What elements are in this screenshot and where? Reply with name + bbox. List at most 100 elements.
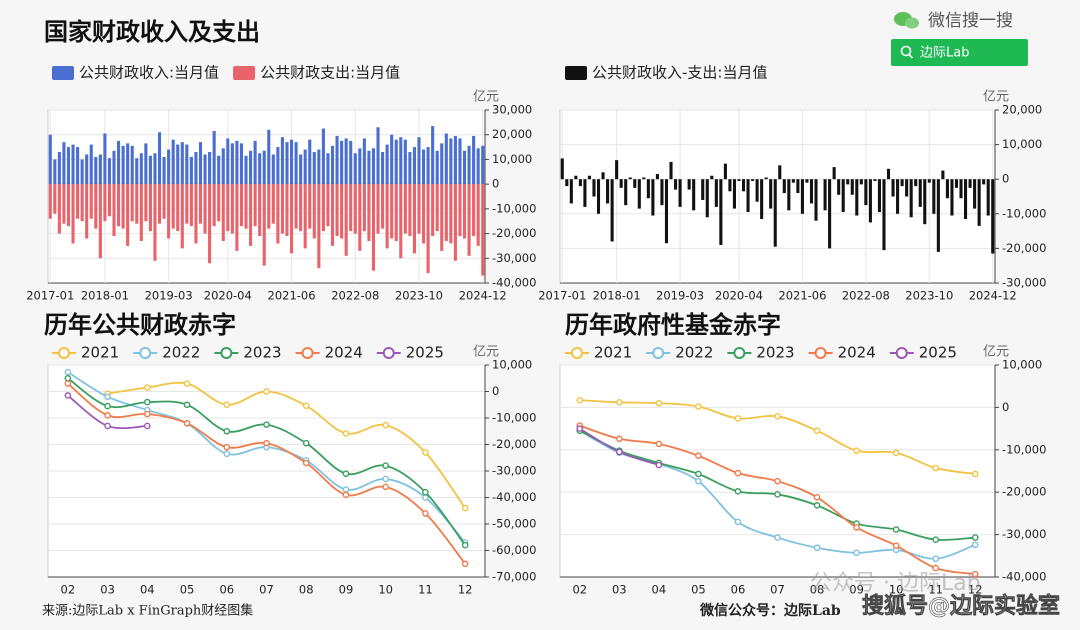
bar [633,179,637,188]
x-tick-label: 10 [378,583,393,597]
bar [837,179,841,195]
point [695,452,702,460]
legend-swatch [733,347,746,359]
search-box[interactable] [891,39,1028,66]
bar [814,179,818,221]
chart-title: 历年政府性基金赤字 [565,311,781,339]
bar [167,184,171,239]
legend-label: 2024 [838,344,876,362]
bar [80,184,84,222]
bar [472,135,476,185]
bar [349,184,353,232]
bar [71,184,75,244]
bar [176,144,180,185]
bar [276,184,280,244]
bar [148,184,152,232]
bar [289,184,294,254]
bar [760,179,764,219]
bar [982,179,986,185]
point [422,494,429,501]
bar [107,158,112,185]
legend-label: 2022 [675,344,713,362]
bar [596,179,601,214]
x-tick-label: 12 [968,583,983,597]
bar [954,179,959,188]
bar [126,143,130,185]
point [813,427,821,435]
bar [285,142,289,185]
bar [674,179,678,190]
bar [426,147,430,185]
legend-swatch [565,66,587,80]
search-icon [908,53,914,59]
bar [198,184,203,224]
point [64,380,72,387]
bar [435,184,439,232]
x-tick-label: 02 [572,583,587,597]
bar [909,179,913,218]
point [263,388,270,395]
x-tick-label: 02 [61,583,76,597]
bar [601,172,605,180]
bar [148,155,152,185]
bar [565,179,569,187]
bar [453,184,457,261]
x-tick-label: 08 [810,583,825,597]
bar [891,179,895,197]
bar [303,149,307,185]
y-tick-label: 10,000 [492,358,532,372]
point [223,450,231,458]
bar [221,184,225,241]
y-tick-label: -20,000 [1002,485,1046,499]
y-tick-label: -30,000 [1002,527,1046,541]
y-tick-label: 10,000 [1002,358,1042,372]
bar [578,179,582,187]
bar [968,179,972,188]
y-tick-label: 0 [492,177,499,191]
bar [367,150,371,185]
bar [973,179,977,209]
bar [157,184,162,224]
bar [66,147,71,185]
bar [376,184,380,234]
bar [481,184,485,276]
bar [330,145,335,185]
point [342,486,350,493]
point [422,449,429,456]
bar [299,154,303,185]
bar [687,179,691,190]
bar [823,179,827,211]
account: 微信公众号：边际Lab [699,602,841,619]
legend-label: 公共财政支出:当月值 [260,64,400,82]
point [64,392,72,399]
bar [258,184,262,237]
bar [371,148,376,185]
point [971,570,979,578]
bar [701,179,705,200]
point [223,401,231,409]
bar [421,149,426,185]
bar [330,184,335,246]
bar [203,184,207,234]
bar [914,179,918,187]
x-tick-label: 2021-06 [268,289,316,303]
bar [358,148,362,185]
bar [280,137,284,185]
bar [728,179,732,192]
bar [153,184,157,261]
y-tick-label: -40,000 [492,276,536,290]
bar [53,184,57,214]
x-tick-label: 2022-08 [842,289,890,303]
bar [62,184,66,224]
point [616,435,623,443]
bar [112,184,116,237]
bar [927,179,931,183]
point [971,534,979,541]
point [461,504,469,512]
bar [385,184,389,249]
bar [886,168,891,180]
bar [144,184,148,222]
bar [449,184,453,244]
